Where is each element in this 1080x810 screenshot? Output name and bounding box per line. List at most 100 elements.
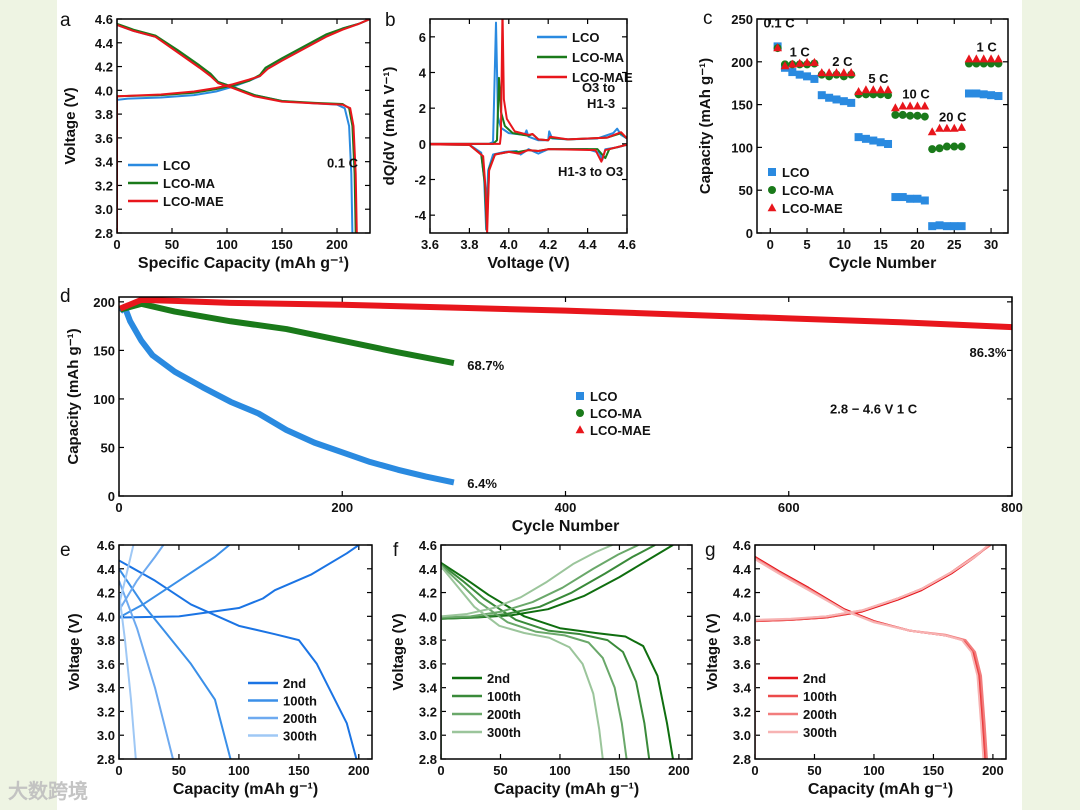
y-tick-label: 3.6 <box>419 657 437 672</box>
legend-label: LCO-MA <box>572 50 625 65</box>
y-tick-label: 150 <box>731 98 753 113</box>
x-tick-label: 200 <box>348 763 370 778</box>
annotation-line: H1-3 <box>587 96 615 111</box>
series-lco-mae-point <box>898 101 908 110</box>
series-lco-point <box>869 136 878 145</box>
panel-f: f 0 50 100 150 200 2.8 3.0 3.2 3.4 3.6 3.8 4.0 4.2 4.4… <box>390 538 693 798</box>
x-tick-label: 800 <box>1001 500 1023 515</box>
x-axis-label: Cycle Number <box>512 518 620 535</box>
y-tick-label: 6 <box>419 30 426 45</box>
series-lco-ma-point <box>906 111 915 120</box>
legend-label: 200th <box>487 707 521 722</box>
legend-marker <box>768 168 776 176</box>
plot-frame <box>116 18 371 234</box>
y-tick-label: 3.2 <box>97 704 115 719</box>
series-lco-ma-point <box>913 111 922 120</box>
x-tick-label: 5 <box>803 237 810 252</box>
x-tick-label: 0 <box>115 763 122 778</box>
series-200th-line <box>441 564 628 759</box>
annotation: 5 C <box>868 71 889 86</box>
series-lco-point <box>847 98 856 107</box>
y-axis-label: Capacity (mAh g⁻¹) <box>697 58 714 194</box>
series-lco-ma-point <box>942 142 951 151</box>
x-tick-label: 4.2 <box>539 237 557 252</box>
series-lco-point <box>979 90 988 99</box>
y-tick-label: 100 <box>93 392 115 407</box>
y-tick-label: 3.4 <box>95 155 114 170</box>
plot-area <box>755 545 992 759</box>
x-axis-label: Voltage (V) <box>487 255 569 272</box>
plot-area <box>119 297 1012 486</box>
y-tick-label: 2 <box>419 101 426 116</box>
x-tick-label: 0 <box>751 763 758 778</box>
x-tick-label: 30 <box>984 237 998 252</box>
y-tick-label: 4.4 <box>97 562 116 577</box>
series-lco-mae-point <box>824 68 834 77</box>
series-lco-mae-point <box>927 127 937 136</box>
series-lco-point <box>861 134 870 143</box>
legend-label: LCO <box>163 158 190 173</box>
legend-label: 300th <box>283 729 317 744</box>
series-lco-point <box>817 91 826 100</box>
x-tick-label: 600 <box>778 500 800 515</box>
legend-label: LCO <box>572 30 599 45</box>
series-lco-point <box>972 89 981 98</box>
plot-frame <box>429 18 628 234</box>
y-tick-label: 50 <box>739 183 753 198</box>
y-tick-label: 3.4 <box>733 681 752 696</box>
annotation: 10 C <box>902 87 930 102</box>
legend-marker <box>575 425 585 434</box>
plot-area <box>441 545 674 759</box>
x-tick-label: 20 <box>910 237 924 252</box>
legend-marker <box>768 186 776 194</box>
x-tick-label: 150 <box>271 237 293 252</box>
x-tick-label: 4.0 <box>500 237 518 252</box>
series-lco-mae-point <box>964 54 974 63</box>
x-tick-label: 4.6 <box>618 237 636 252</box>
panel-c: c 0 5 10 15 20 25 30 0 50 100 150 200 250 Cycle Number… <box>697 8 1009 272</box>
series-lco-mae-point <box>787 59 797 68</box>
x-tick-label: 100 <box>863 763 885 778</box>
series-lco-mae-point <box>854 86 863 95</box>
y-tick-label: 50 <box>101 440 115 455</box>
series-lco-point <box>898 193 907 202</box>
series-2nd-line <box>441 545 674 759</box>
y-tick-label: 2.8 <box>95 226 113 241</box>
series-200th-line <box>441 545 639 759</box>
series-200th-line <box>119 580 174 759</box>
series-lco-point <box>950 222 959 231</box>
annotation-line: O3 to <box>582 80 615 95</box>
legend-label: LCO-MA <box>782 183 835 198</box>
plot-area <box>773 42 1003 231</box>
series-lco-mae-line <box>117 24 358 233</box>
x-tick-label: 50 <box>165 237 179 252</box>
series-lco-point <box>839 97 848 106</box>
annotation-line: 1 C <box>790 45 811 60</box>
y-tick-label: 4.2 <box>95 60 113 75</box>
series-lco-point <box>832 95 841 104</box>
y-tick-label: 4.2 <box>733 586 751 601</box>
legend-label: 200th <box>803 707 837 722</box>
y-tick-label: 200 <box>731 55 753 70</box>
y-tick-label: 4.6 <box>95 12 113 27</box>
y-tick-label: 4.4 <box>733 562 752 577</box>
x-tick-label: 3.8 <box>460 237 478 252</box>
x-tick-label: 50 <box>493 763 507 778</box>
legend-label: LCO-MAE <box>163 194 224 209</box>
series-lco-point <box>795 70 804 79</box>
annotation: 1 C <box>977 40 998 55</box>
annotation: 6.4% <box>467 476 497 491</box>
annotation-line: 86.3% <box>970 345 1007 360</box>
legend-label: 2nd <box>803 671 826 686</box>
series-lco-ma-trace <box>119 300 455 366</box>
panel-letter: f <box>393 540 399 561</box>
y-tick-label: 2.8 <box>97 752 115 767</box>
y-tick-label: 3.8 <box>97 633 115 648</box>
panel-letter: c <box>703 8 713 29</box>
series-2nd-line <box>119 559 358 759</box>
y-axis-label: Capacity (mAh g⁻¹) <box>65 328 82 464</box>
annotation: 0.1 C <box>764 16 796 31</box>
y-tick-label: 3.4 <box>97 681 116 696</box>
y-axis-label: Voltage (V) <box>66 613 83 690</box>
